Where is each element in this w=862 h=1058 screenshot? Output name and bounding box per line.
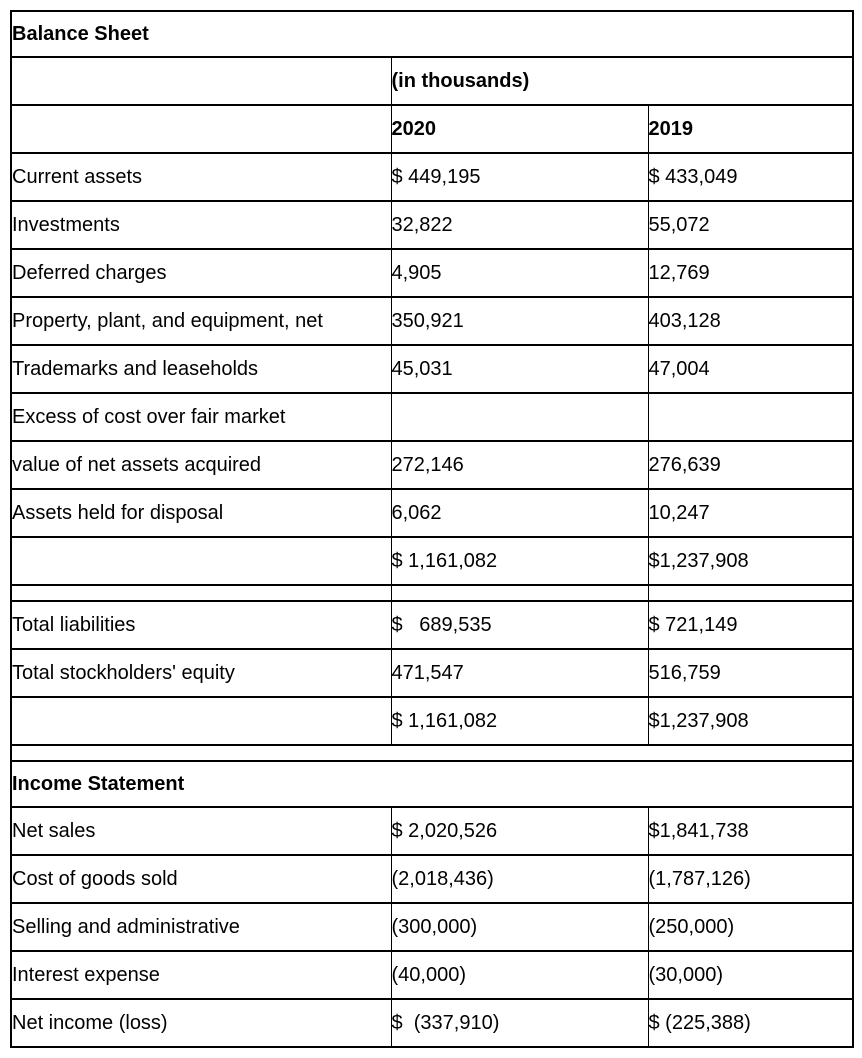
table-row: Selling and administrative (300,000) (250,… [10,902,854,952]
table-row: Excess of cost over fair market [10,392,854,442]
value-2019: $1,841,738 [647,806,854,856]
value-2020: $ (337,910) [390,998,649,1048]
row-label: Excess of cost over fair market [10,392,392,442]
section-header-row: Income Statement [10,760,854,808]
value-2020: $ 1,161,082 [390,536,649,586]
value-2020: 6,062 [390,488,649,538]
table-row: Net sales $ 2,020,526 $1,841,738 [10,806,854,856]
table-row: Current assets $ 449,195 $ 433,049 [10,152,854,202]
table-row: Interest expense (40,000) (30,000) [10,950,854,1000]
row-label: Total stockholders' equity [10,648,392,698]
table-row: Cost of goods sold (2,018,436) (1,787,126) [10,854,854,904]
table-row: $ 1,161,082 $1,237,908 [10,536,854,586]
value-2019: 276,639 [647,440,854,490]
value-2020: 272,146 [390,440,649,490]
table-row: Deferred charges 4,905 12,769 [10,248,854,298]
value-2020: 350,921 [390,296,649,346]
table-row: Investments 32,822 55,072 [10,200,854,250]
spacer-row [10,584,854,602]
value-2020: 4,905 [390,248,649,298]
table-row: Assets held for disposal 6,062 10,247 [10,488,854,538]
value-2020: 45,031 [390,344,649,394]
value-2019: (1,787,126) [647,854,854,904]
spacer-value-cell [390,584,649,602]
table-row: Net income (loss) $ (337,910) $ (225,388) [10,998,854,1048]
value-2019: 47,004 [647,344,854,394]
value-2019: 55,072 [647,200,854,250]
row-label: Deferred charges [10,248,392,298]
row-label: Selling and administrative [10,902,392,952]
value-2019: $ (225,388) [647,998,854,1048]
value-2019: 403,128 [647,296,854,346]
table-row: Total liabilities $ 689,535 $ 721,149 [10,600,854,650]
value-2020: (300,000) [390,902,649,952]
section-title: Balance Sheet [10,10,854,58]
table-row: value of net assets acquired 272,146 276,6… [10,440,854,490]
value-2020: (40,000) [390,950,649,1000]
table-row: Trademarks and leaseholds 45,031 47,004 [10,344,854,394]
row-label: Current assets [10,152,392,202]
row-label: Net sales [10,806,392,856]
section-title: Income Statement [10,760,854,808]
row-label: value of net assets acquired [10,440,392,490]
section-header-row: Balance Sheet [10,10,854,58]
value-2019: $ 433,049 [647,152,854,202]
row-label: Cost of goods sold [10,854,392,904]
table-row: $ 1,161,082 $1,237,908 [10,696,854,746]
row-label [10,536,392,586]
value-2020: $ 2,020,526 [390,806,649,856]
value-2020: $ 449,195 [390,152,649,202]
row-label: Assets held for disposal [10,488,392,538]
value-2019: $1,237,908 [647,536,854,586]
value-2020 [390,392,649,442]
value-2019 [647,392,854,442]
row-label: Investments [10,200,392,250]
units-header-row: (in thousands) [10,56,854,106]
row-label [10,696,392,746]
row-label [10,104,392,154]
table-body: Balance Sheet (in thousands) 2020 2019 Curre… [10,10,854,1048]
spacer-row [10,744,854,762]
value-2020: (2,018,436) [390,854,649,904]
units-note: (in thousands) [390,56,854,106]
row-label: Net income (loss) [10,998,392,1048]
value-2019: 12,769 [647,248,854,298]
value-2019: 2019 [647,104,854,154]
row-label: Interest expense [10,950,392,1000]
row-label: Trademarks and leaseholds [10,344,392,394]
table-row: Total stockholders' equity 471,547 516,759 [10,648,854,698]
spacer-label-cell [10,584,392,602]
row-label: Property, plant, and equipment, net [10,296,392,346]
spacer-value-cell [647,584,854,602]
row-label: Total liabilities [10,600,392,650]
table-row: Property, plant, and equipment, net 350,9… [10,296,854,346]
value-2019: $ 721,149 [647,600,854,650]
row-label [10,56,392,106]
value-2020: $ 689,535 [390,600,649,650]
value-2020: 32,822 [390,200,649,250]
value-2019: (30,000) [647,950,854,1000]
year-header-row: 2020 2019 [10,104,854,154]
value-2019: 10,247 [647,488,854,538]
value-2019: (250,000) [647,902,854,952]
value-2020: 2020 [390,104,649,154]
value-2020: 471,547 [390,648,649,698]
financial-statement-table: Balance Sheet (in thousands) 2020 2019 Curre… [10,10,855,1048]
spacer-cell [10,744,854,762]
value-2019: 516,759 [647,648,854,698]
value-2020: $ 1,161,082 [390,696,649,746]
value-2019: $1,237,908 [647,696,854,746]
